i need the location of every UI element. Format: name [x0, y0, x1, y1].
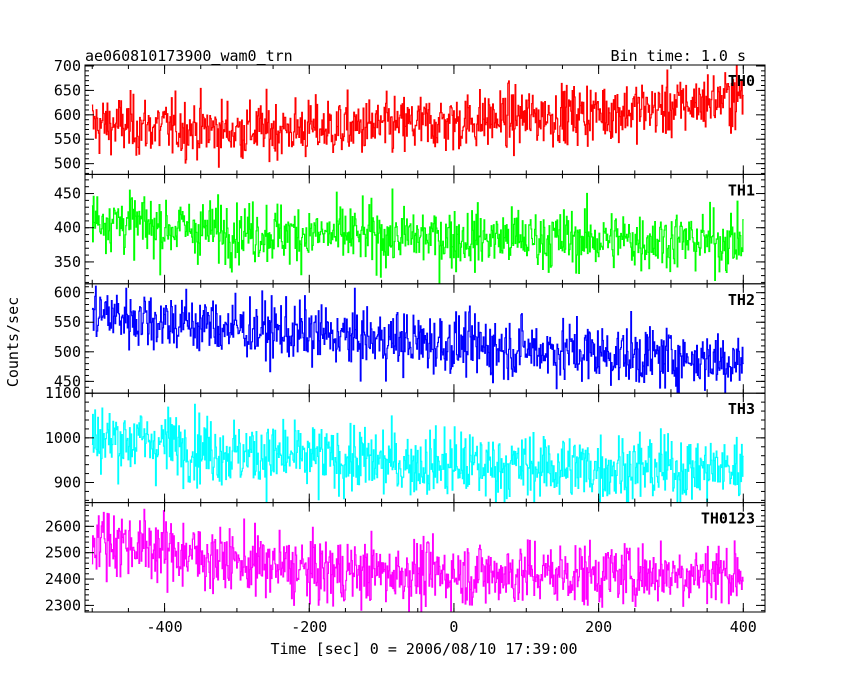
x-axis-label: Time [sec] 0 = 2006/08/10 17:39:00	[270, 640, 577, 658]
x-tick-label: 400	[730, 618, 757, 636]
y-tick-label: 1100	[45, 384, 81, 402]
panel-label-th2: TH2	[728, 291, 755, 309]
y-tick-label: 2600	[45, 517, 81, 535]
series-line-th0123	[91, 508, 744, 613]
y-tick-label: 2300	[45, 596, 81, 614]
chart-title: ae060810173900_wam0_trn	[85, 47, 293, 65]
series-line-th0	[91, 65, 744, 168]
y-tick-label: 1000	[45, 429, 81, 447]
y-tick-label: 400	[54, 219, 81, 237]
y-axis-label: Counts/sec	[4, 297, 22, 387]
panel-label-th0123: TH0123	[701, 510, 755, 528]
series-line-th1	[91, 188, 744, 284]
x-tick-label: -200	[291, 618, 327, 636]
y-tick-label: 550	[54, 130, 81, 148]
x-axis: -400 -200 0 200 400	[147, 618, 757, 636]
y-tick-label: 350	[54, 253, 81, 271]
panel-th3: 900 1000 1100 TH3	[45, 384, 766, 504]
y-tick-label: 2500	[45, 544, 81, 562]
panel-th1: 350 400 450 TH1	[54, 173, 766, 285]
series-line-th2	[91, 285, 744, 394]
y-tick-label: 600	[54, 284, 81, 302]
y-tick-label: 450	[54, 185, 81, 203]
y-tick-label: 600	[54, 106, 81, 124]
y-tick-label: 2400	[45, 570, 81, 588]
panel-th0123: 2300 2400 2500 2600 TH0123	[45, 502, 766, 614]
y-tick-label: 900	[54, 474, 81, 492]
panel-th0: 500 550 600 650 700 TH0	[54, 57, 766, 175]
panel-label-th3: TH3	[728, 400, 755, 418]
y-tick-label: 500	[54, 155, 81, 173]
x-tick-label: -400	[147, 618, 183, 636]
x-tick-label: 200	[585, 618, 612, 636]
panel-stack: 500 550 600 650 700 TH0 350 400 450 TH1 450 500 550 6…	[45, 57, 766, 614]
y-tick-label: 550	[54, 313, 81, 331]
y-tick-label: 650	[54, 81, 81, 99]
panel-th2: 450 500 550 600 TH2	[54, 283, 766, 394]
y-tick-label: 450	[54, 372, 81, 390]
bin-time-label: Bin time: 1.0 s	[611, 47, 746, 65]
panel-frame	[84, 502, 766, 613]
y-tick-label: 700	[54, 57, 81, 75]
panel-label-th0: TH0	[728, 72, 755, 90]
x-tick-label: 0	[449, 618, 458, 636]
y-tick-label: 500	[54, 343, 81, 361]
series-line-th3	[91, 403, 744, 503]
panel-label-th1: TH1	[728, 181, 755, 199]
